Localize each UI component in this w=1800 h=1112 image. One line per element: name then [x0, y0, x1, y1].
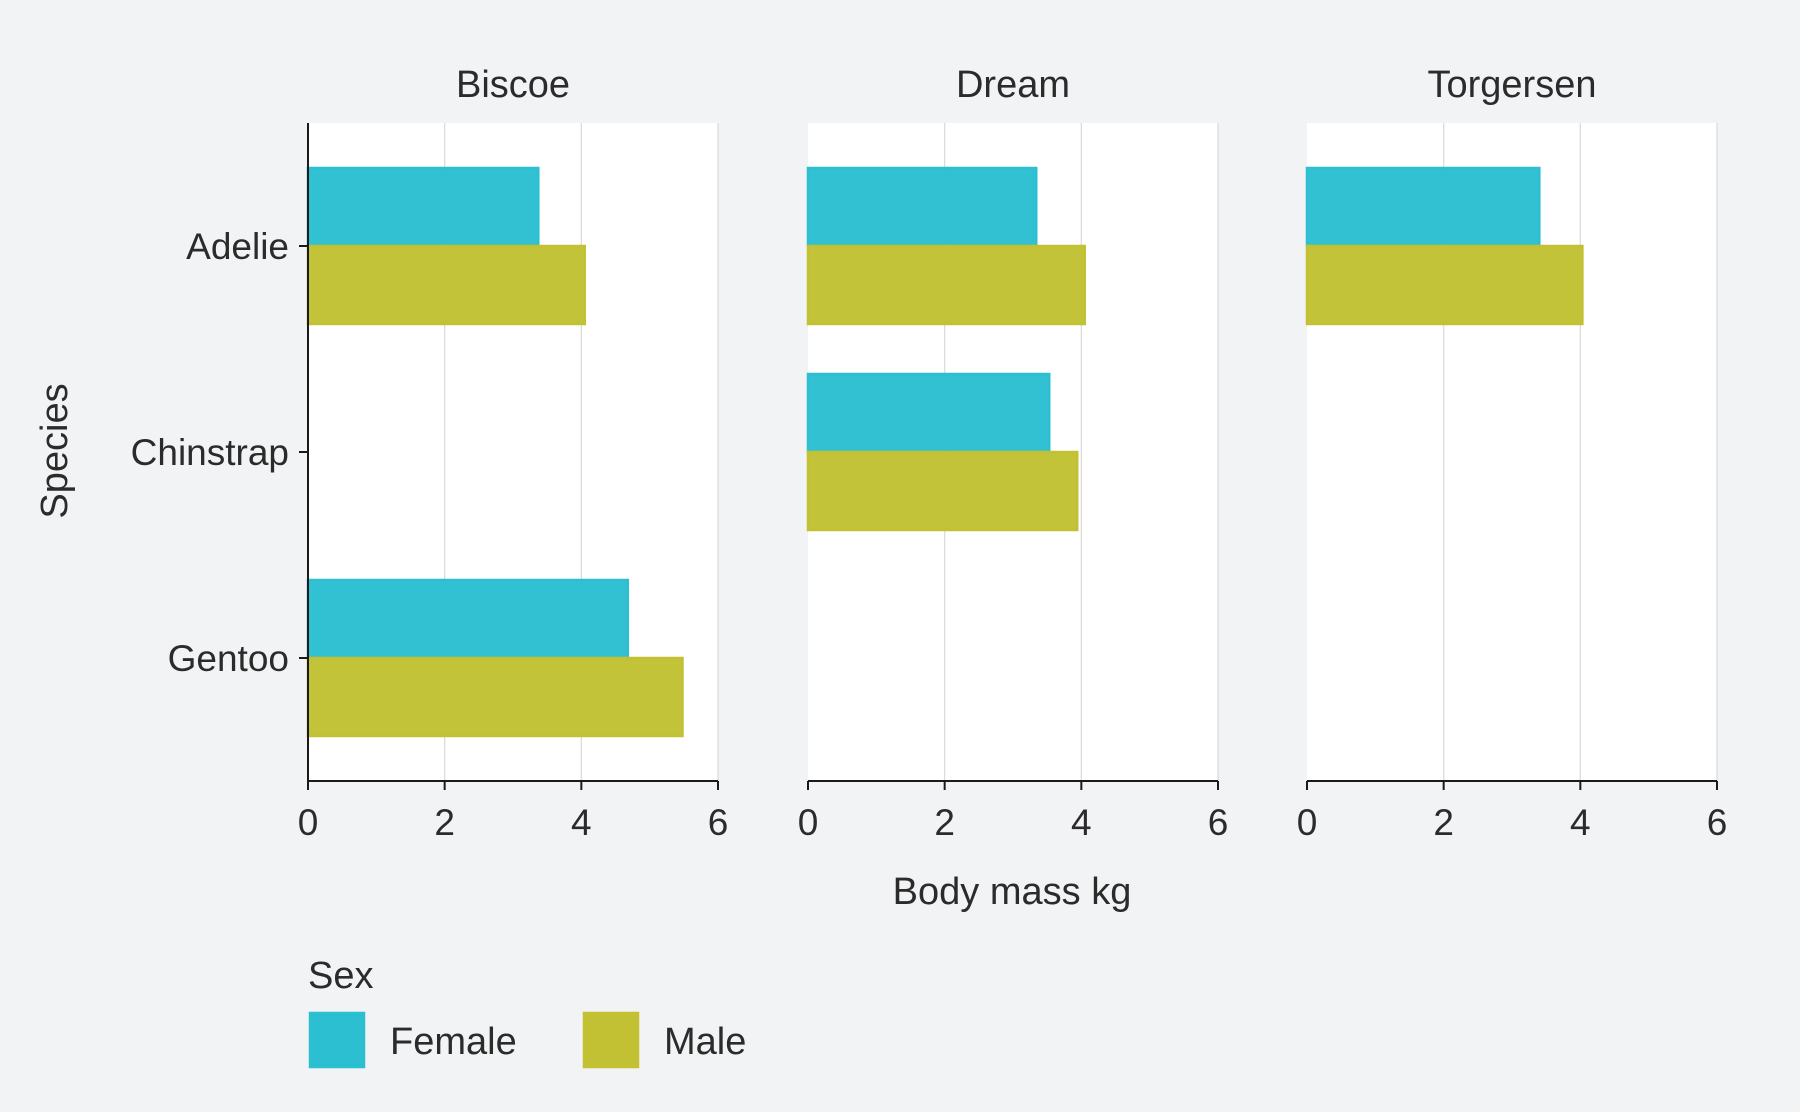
legend-label: Female — [390, 1021, 517, 1063]
legend: Sex Female Male — [308, 955, 746, 1069]
x-tick-label: 4 — [1071, 802, 1092, 843]
x-tick-label: 6 — [1707, 802, 1728, 843]
x-tick-label: 0 — [798, 802, 819, 843]
facet-dream: Dream 0 2 4 6 — [798, 64, 1229, 843]
x-tick-label: 0 — [1297, 802, 1318, 843]
bar-biscoe-gentoo-female — [306, 578, 630, 660]
y-axis: Adelie Chinstrap Gentoo — [131, 123, 309, 781]
bar-dream-chinstrap-male — [806, 450, 1079, 532]
bar-biscoe-adelie-female — [306, 166, 540, 248]
x-tick-label: 4 — [1570, 802, 1591, 843]
y-tick-label-chinstrap: Chinstrap — [131, 432, 289, 473]
x-tick-label: 6 — [708, 802, 729, 843]
facet-title: Biscoe — [456, 64, 570, 106]
bar-dream-adelie-male — [806, 244, 1086, 326]
x-tick-label: 2 — [434, 802, 455, 843]
bar-torgersen-adelie-female — [1305, 166, 1541, 248]
bar-biscoe-adelie-male — [306, 244, 586, 326]
y-tick-label-adelie: Adelie — [186, 226, 289, 267]
x-tick-label: 4 — [571, 802, 592, 843]
x-tick-label: 0 — [298, 802, 319, 843]
x-tick-label: 2 — [934, 802, 955, 843]
legend-item-male: Male — [582, 1011, 746, 1069]
bar-dream-adelie-female — [806, 166, 1038, 248]
bar-torgersen-adelie-male — [1305, 244, 1584, 326]
facet-title: Dream — [956, 64, 1070, 106]
legend-swatch — [582, 1011, 640, 1069]
facet-biscoe: Biscoe 0 2 4 6 — [298, 64, 729, 843]
x-tick-label: 6 — [1208, 802, 1229, 843]
facet-torgersen: Torgersen 0 2 4 6 — [1297, 64, 1728, 843]
legend-items: Female Male — [308, 1011, 746, 1069]
legend-swatch — [308, 1011, 366, 1069]
legend-title: Sex — [308, 955, 373, 997]
facet-panels: Biscoe 0 2 4 6 Dream 0 2 4 6 Torgersen 0 2 4 6 — [298, 64, 1728, 843]
facet-title: Torgersen — [1428, 64, 1597, 106]
legend-label: Male — [664, 1021, 746, 1063]
y-tick-label-gentoo: Gentoo — [168, 638, 289, 679]
bar-dream-chinstrap-female — [806, 372, 1051, 454]
y-axis-title: Species — [34, 383, 76, 518]
bar-biscoe-gentoo-male — [306, 656, 684, 738]
x-axis-title: Body mass kg — [893, 871, 1132, 913]
x-tick-label: 2 — [1433, 802, 1454, 843]
legend-item-female: Female — [308, 1011, 517, 1069]
